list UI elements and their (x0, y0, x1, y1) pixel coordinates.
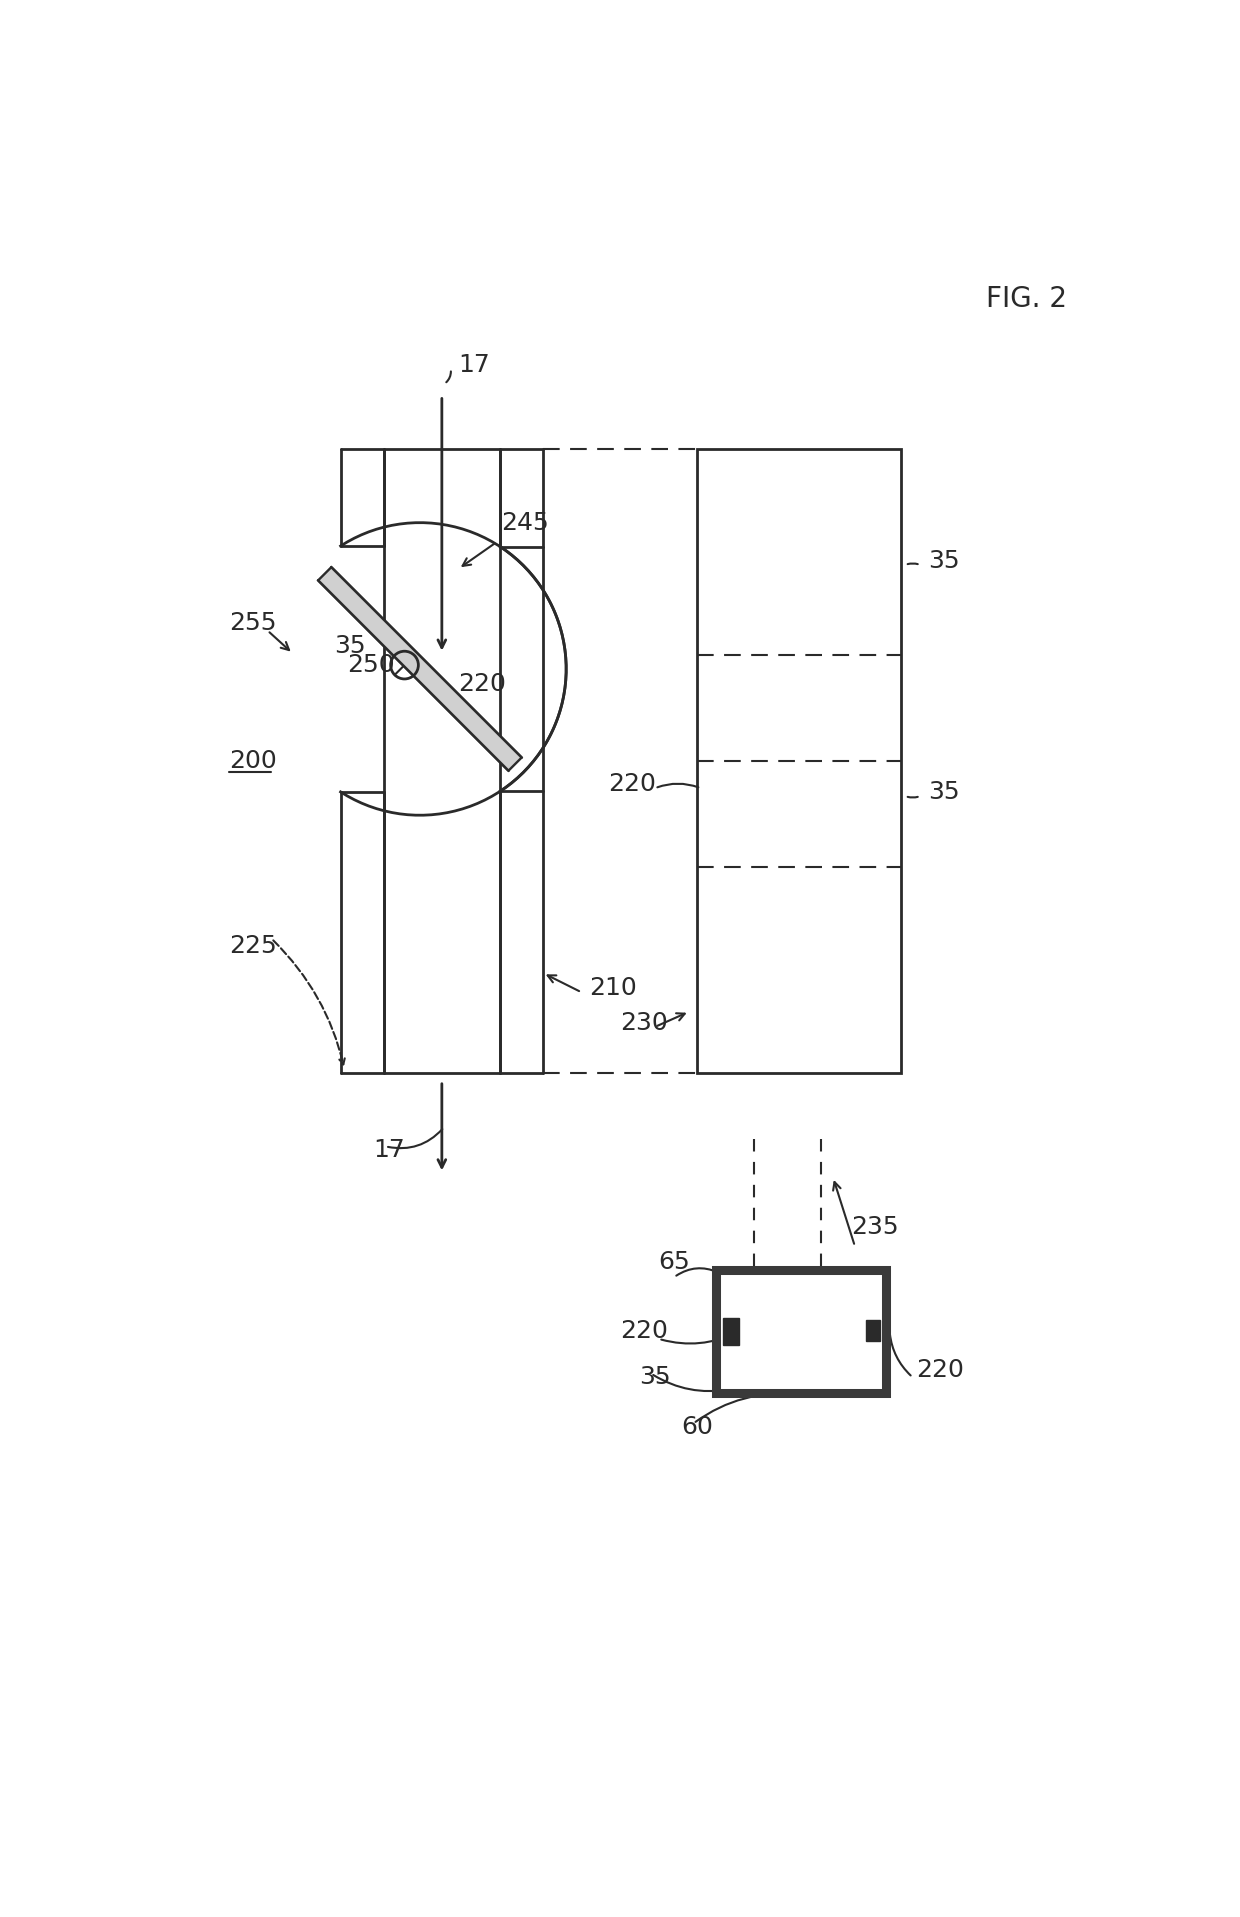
Bar (797, 1305, 843, 1355)
Text: 35: 35 (928, 780, 960, 803)
Text: 225: 225 (229, 934, 277, 958)
Text: 210: 210 (589, 976, 637, 1001)
Text: 35: 35 (928, 548, 960, 573)
Text: 220: 220 (916, 1357, 965, 1382)
Text: 17: 17 (373, 1139, 405, 1162)
Bar (717, 1269, 885, 1394)
Text: 65: 65 (658, 1250, 691, 1273)
Text: 200: 200 (229, 750, 277, 773)
Bar (866, 1319, 879, 1342)
Text: 220: 220 (609, 773, 656, 796)
Text: FIG. 2: FIG. 2 (986, 286, 1066, 312)
Text: 35: 35 (640, 1365, 671, 1390)
Text: 60: 60 (682, 1415, 713, 1440)
Text: 250: 250 (347, 654, 394, 677)
Polygon shape (319, 567, 522, 771)
Text: 220: 220 (459, 673, 506, 696)
Text: 245: 245 (501, 510, 548, 535)
Bar (781, 1284, 857, 1376)
Bar (723, 1319, 739, 1346)
Text: 230: 230 (620, 1010, 668, 1035)
Text: 220: 220 (620, 1319, 668, 1344)
Text: 235: 235 (851, 1215, 899, 1238)
Text: 255: 255 (229, 612, 277, 635)
Bar (697, 449, 901, 1074)
Text: 17: 17 (459, 353, 490, 378)
Text: 35: 35 (334, 635, 366, 658)
